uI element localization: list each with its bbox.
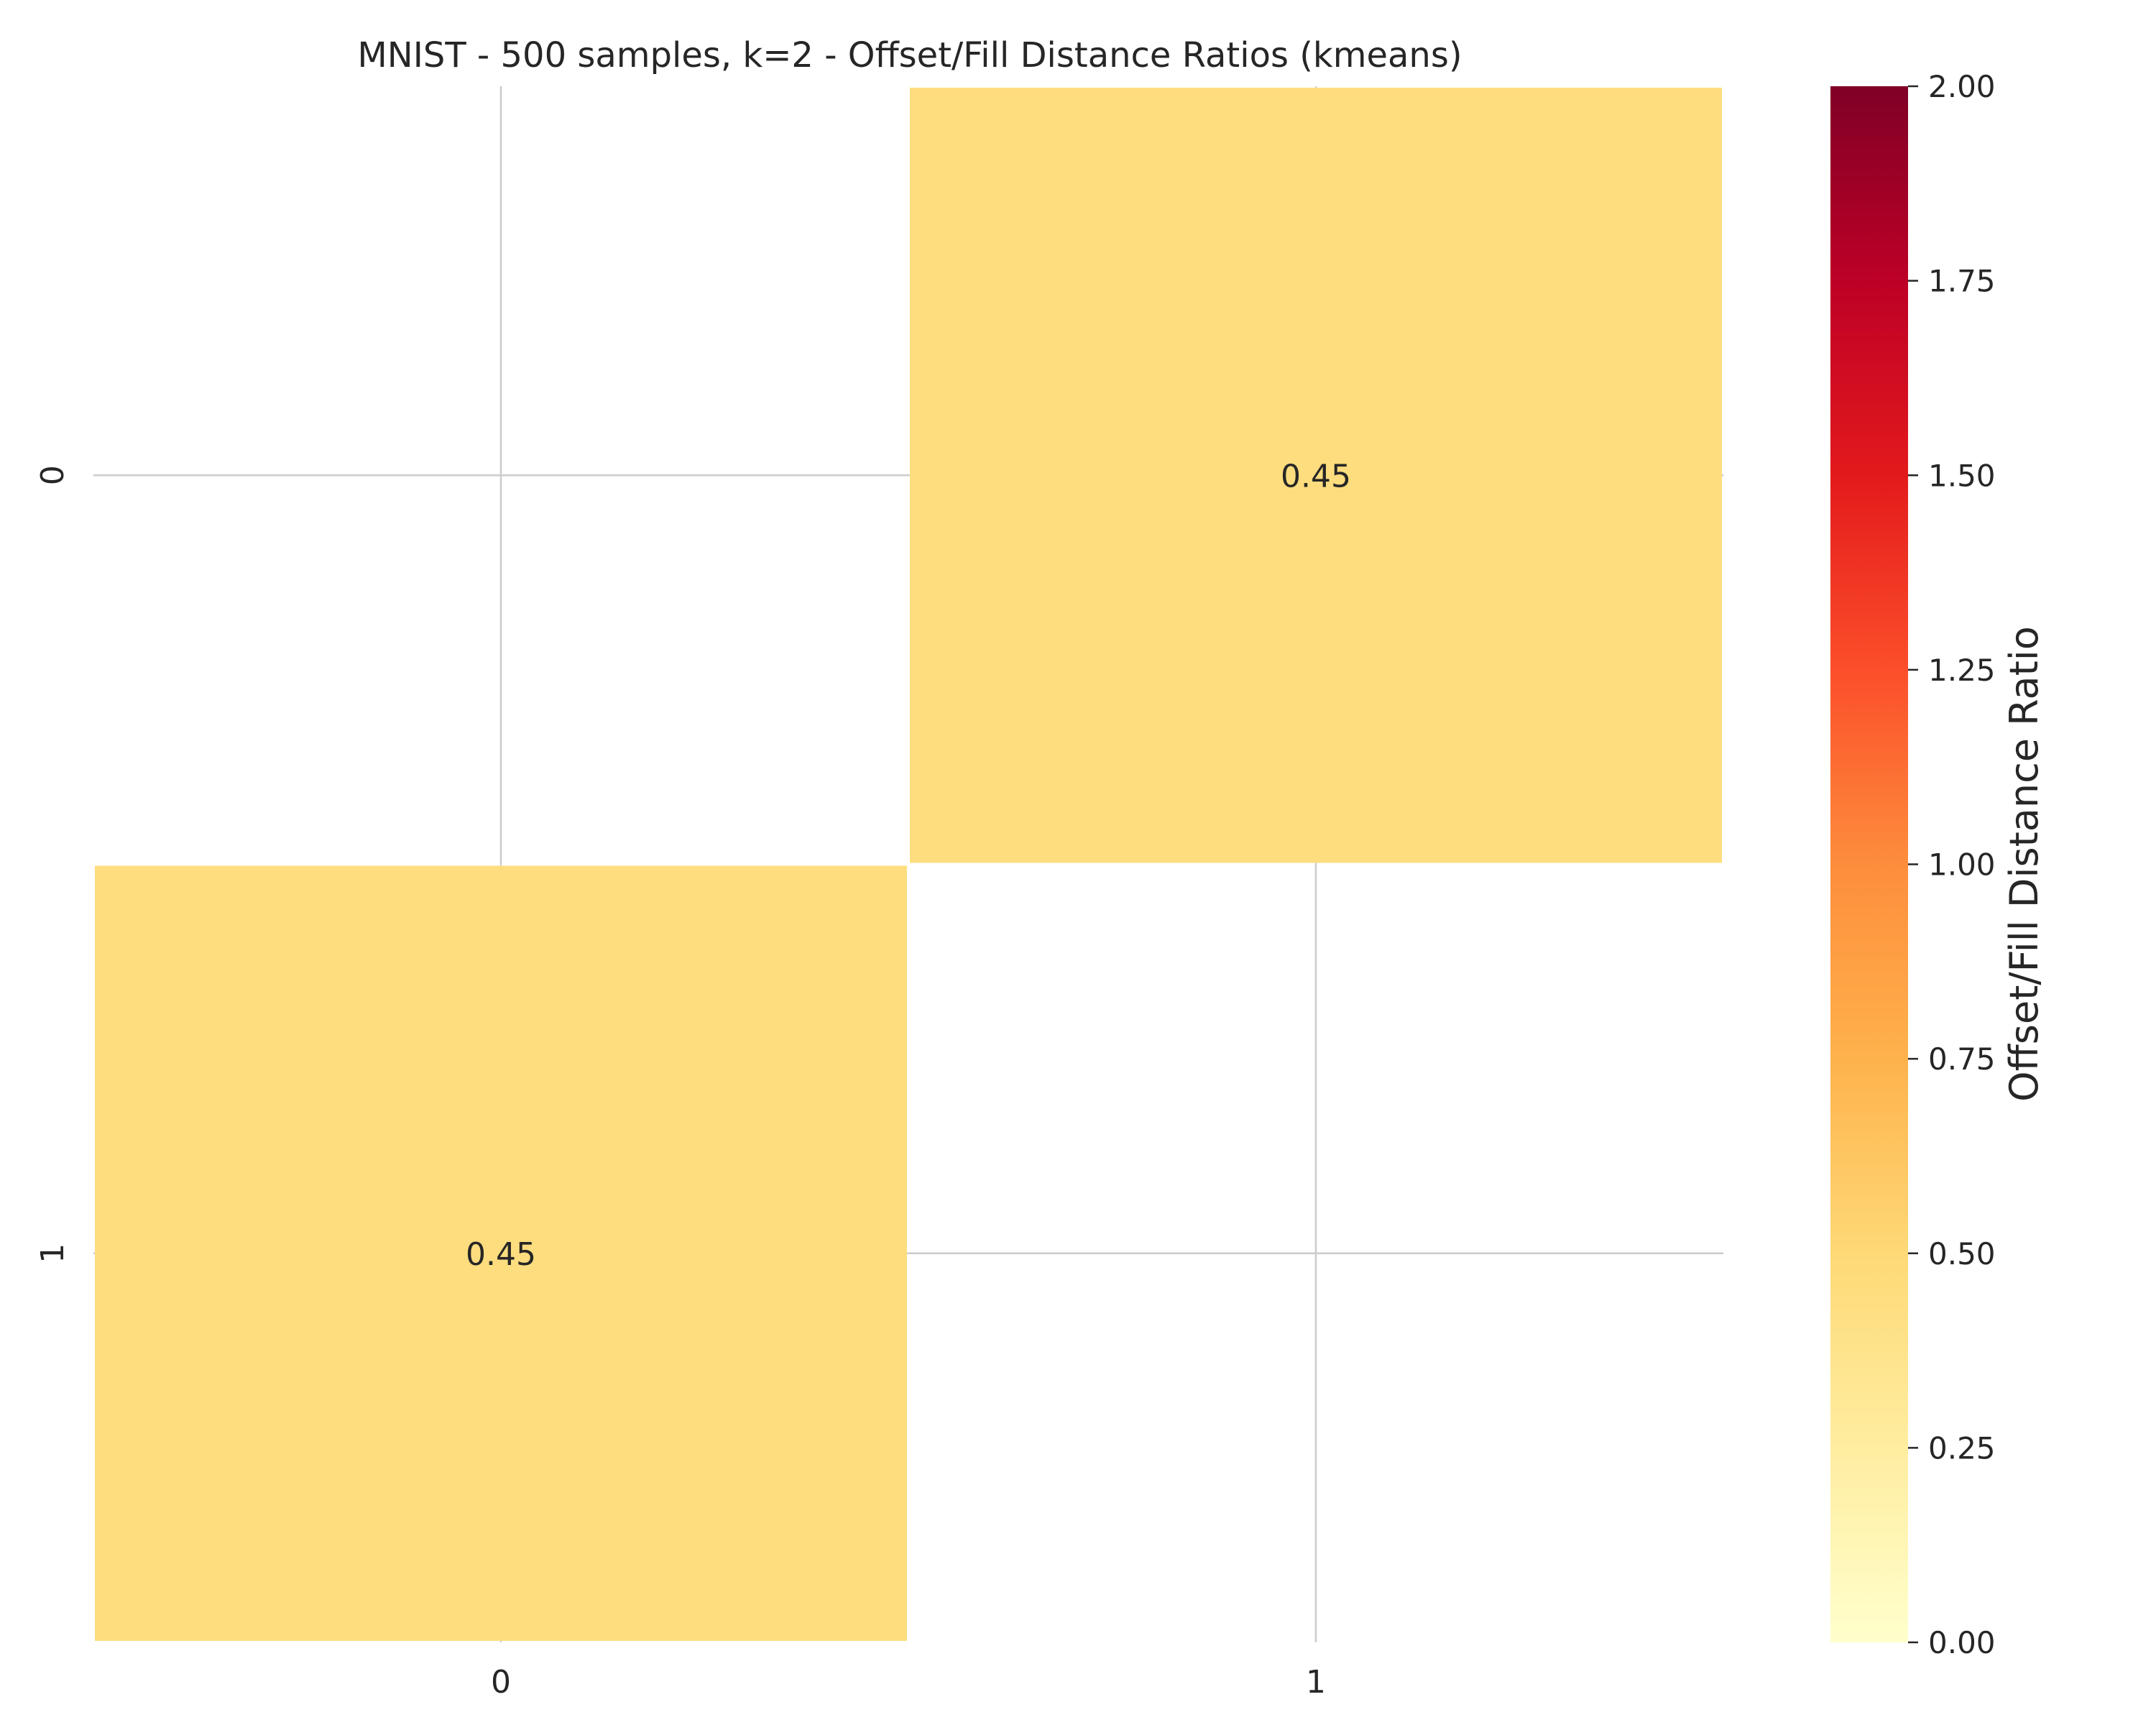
y-tick-label: 1 [34, 1243, 71, 1264]
colorbar-tick-label: 0.75 [1928, 1041, 1996, 1077]
heatmap-cell [910, 88, 1722, 863]
colorbar-label: Offset/Fill Distance Ratio [2001, 626, 2047, 1102]
colorbar-tick-label: 2.00 [1928, 69, 1996, 104]
colorbar-tick-label: 0.50 [1928, 1236, 1996, 1271]
heatmap-cell [95, 865, 907, 1641]
cell-labels: 0.45 0.45 [466, 458, 1351, 1273]
x-tick-label: 1 [1306, 1664, 1326, 1701]
colorbar-ticks: 0.00 0.25 0.50 0.75 1.00 1.25 1.50 1.75 2.00 [1908, 69, 1996, 1660]
y-axis: 01 [34, 465, 71, 1264]
colorbar-tick-label: 0.25 [1928, 1430, 1996, 1466]
colorbar-tick-label: 1.00 [1928, 847, 1996, 883]
heatmap-cells [95, 88, 1722, 1641]
x-tick-label: 0 [491, 1664, 511, 1701]
cell-value-label: 0.45 [466, 1236, 536, 1273]
colorbar: 0.00 0.25 0.50 0.75 1.00 1.25 1.50 1.75 2.00 Off… [1830, 69, 2047, 1660]
y-tick-label: 0 [34, 465, 71, 485]
colorbar-tick-label: 1.25 [1928, 653, 1996, 688]
cell-value-label: 0.45 [1281, 458, 1351, 494]
colorbar-tick-label: 1.75 [1928, 264, 1996, 299]
chart-title: MNIST - 500 samples, k=2 - Offset/Fill D… [357, 35, 1462, 75]
colorbar-tick-label: 0.00 [1928, 1625, 1996, 1660]
colorbar-tick-label: 1.50 [1928, 458, 1996, 493]
colorbar-gradient [1830, 86, 1908, 1642]
